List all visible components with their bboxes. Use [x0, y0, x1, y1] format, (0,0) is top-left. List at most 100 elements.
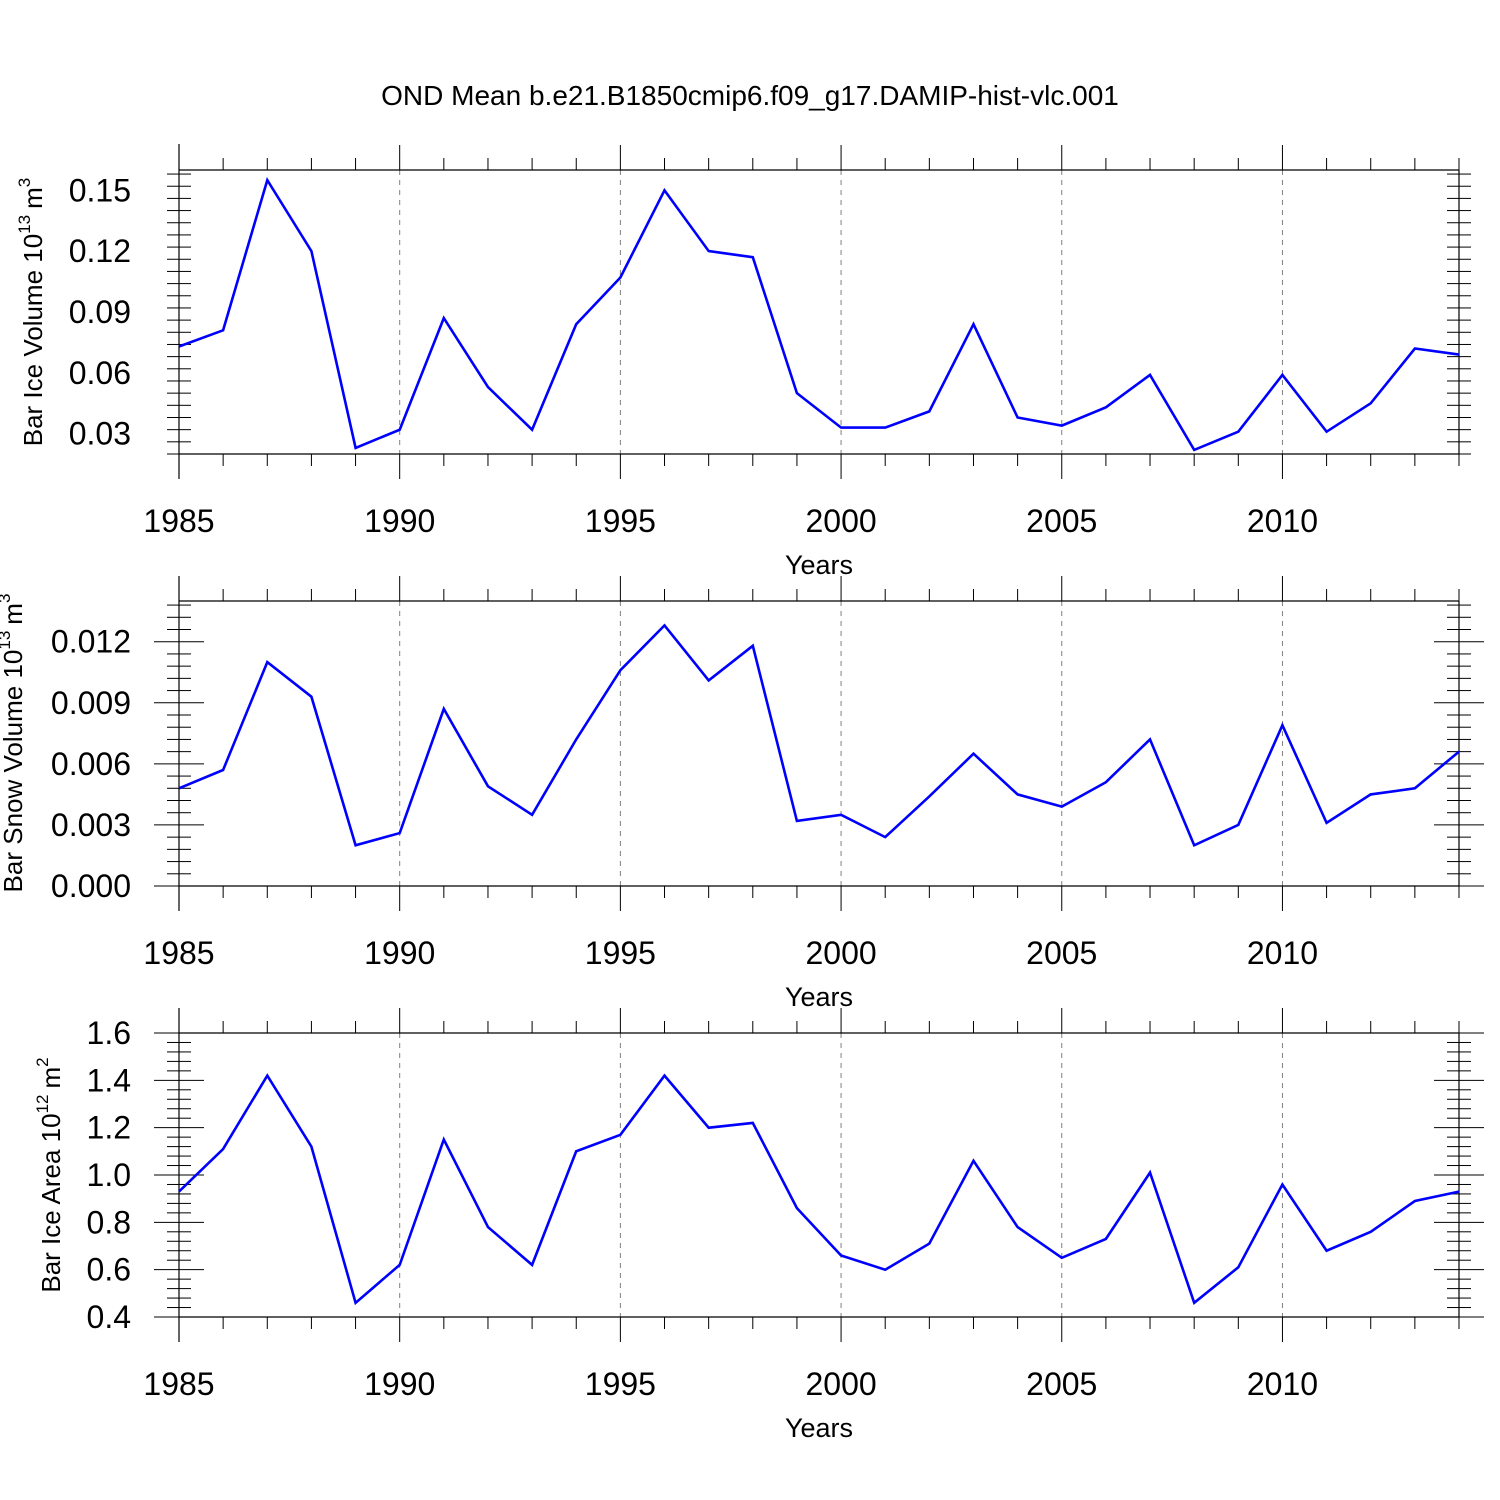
data-point — [442, 707, 446, 711]
data-point — [971, 752, 975, 756]
data-point — [530, 1263, 534, 1267]
data-point — [574, 737, 578, 741]
data-point — [663, 188, 667, 192]
data-point — [1369, 401, 1373, 405]
data-point — [1060, 805, 1064, 809]
x-axis-title: Years — [785, 550, 853, 580]
y-axis-title-unit: m — [18, 187, 48, 209]
data-point — [1325, 821, 1329, 825]
y-axis-title-unit-exponent: 3 — [0, 594, 14, 603]
x-tick-label: 1990 — [364, 503, 435, 539]
data-point — [530, 813, 534, 817]
x-tick-label: 1990 — [364, 1366, 435, 1402]
y-tick-label: 0.012 — [51, 624, 131, 660]
data-point — [1104, 780, 1108, 784]
data-point — [1060, 424, 1064, 428]
x-tick-label: 2000 — [805, 1366, 876, 1402]
data-point — [883, 1268, 887, 1272]
y-axis-title-main: Bar Snow Volume 10 — [0, 650, 28, 893]
data-point — [1413, 1199, 1417, 1203]
data-point — [1236, 823, 1240, 827]
x-axis-title: Years — [785, 1413, 853, 1443]
data-point — [265, 660, 269, 664]
x-tick-label: 2005 — [1026, 503, 1097, 539]
y-tick-label: 0.003 — [51, 807, 131, 843]
series-line — [178, 1073, 1460, 1306]
data-point — [398, 1263, 402, 1267]
data-point — [618, 276, 622, 280]
data-point — [1325, 430, 1329, 434]
data-point — [1104, 1237, 1108, 1241]
data-point — [574, 1149, 578, 1153]
data-point — [751, 1121, 755, 1125]
data-point — [927, 1242, 931, 1246]
data-point — [309, 695, 313, 699]
y-axis-title: Bar Ice Volume 1013 m3 — [15, 178, 48, 447]
data-point — [265, 178, 269, 182]
data-point — [1016, 792, 1020, 796]
data-point — [1280, 723, 1284, 727]
y-axis-title-main: Bar Ice Area 10 — [36, 1113, 66, 1292]
data-point — [486, 1225, 490, 1229]
y-tick-label: 0.6 — [87, 1252, 131, 1288]
y-tick-label: 0.000 — [51, 868, 131, 904]
series-line — [178, 176, 1460, 452]
data-point — [1192, 843, 1196, 847]
y-tick-label: 0.09 — [69, 294, 131, 330]
data-point — [1369, 1230, 1373, 1234]
data-point — [1236, 430, 1240, 434]
data-point — [309, 249, 313, 253]
x-axis-title: Years — [785, 982, 853, 1012]
y-tick-label: 1.0 — [87, 1157, 131, 1193]
data-point — [618, 668, 622, 672]
x-tick-label: 2005 — [1026, 1366, 1097, 1402]
data-point — [1457, 750, 1461, 754]
data-point — [398, 428, 402, 432]
data-point — [442, 316, 446, 320]
data-point — [1280, 373, 1284, 377]
data-point — [177, 1190, 181, 1194]
data-point — [927, 409, 931, 413]
data-point — [751, 644, 755, 648]
data-point — [795, 391, 799, 395]
data-point — [795, 1206, 799, 1210]
x-tick-label: 1995 — [585, 503, 656, 539]
chart-title: OND Mean b.e21.B1850cmip6.f09_g17.DAMIP-… — [381, 80, 1119, 111]
y-tick-label: 1.2 — [87, 1110, 131, 1146]
data-point — [177, 786, 181, 790]
data-point — [927, 794, 931, 798]
data-point — [265, 1074, 269, 1078]
data-point — [1060, 1256, 1064, 1260]
data-point — [663, 1074, 667, 1078]
data-point — [221, 328, 225, 332]
data-point — [574, 322, 578, 326]
data-point — [618, 1133, 622, 1137]
data-point — [1457, 353, 1461, 357]
y-tick-label: 0.12 — [69, 233, 131, 269]
data-point — [1192, 1301, 1196, 1305]
y-axis-title-main: Bar Ice Volume 10 — [18, 234, 48, 446]
y-axis-title-unit: m — [0, 603, 28, 625]
data-point — [1457, 1190, 1461, 1194]
data-point — [486, 385, 490, 389]
data-point — [663, 623, 667, 627]
data-point — [707, 678, 711, 682]
data-point — [839, 813, 843, 817]
y-axis-title-unit-exponent: 2 — [33, 1057, 52, 1066]
data-point — [839, 426, 843, 430]
data-point — [354, 446, 358, 450]
data-point — [1325, 1249, 1329, 1253]
x-tick-label: 1995 — [585, 1366, 656, 1402]
data-point — [1413, 786, 1417, 790]
data-point — [1148, 1171, 1152, 1175]
y-axis-title-exponent: 13 — [0, 631, 14, 650]
data-point — [1192, 448, 1196, 452]
data-point — [177, 344, 181, 348]
data-point — [707, 249, 711, 253]
x-tick-label: 1995 — [585, 935, 656, 971]
data-point — [1236, 1265, 1240, 1269]
data-point — [883, 426, 887, 430]
data-point — [1369, 792, 1373, 796]
data-point — [971, 322, 975, 326]
